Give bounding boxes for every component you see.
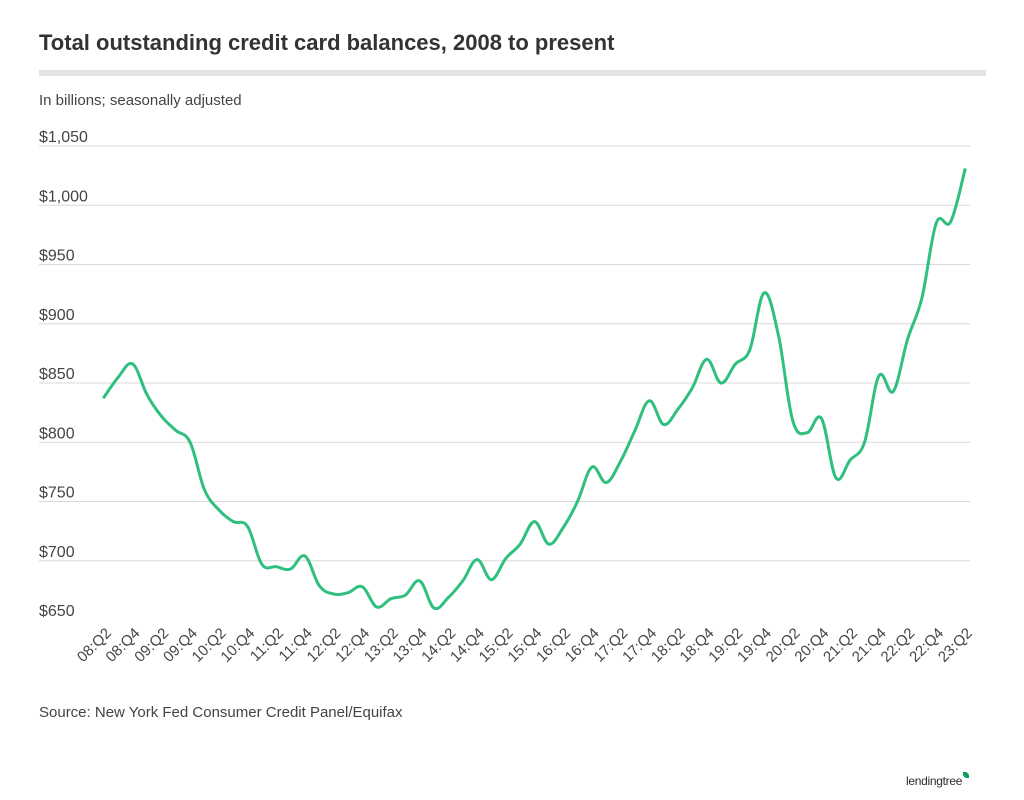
data-point	[360, 585, 364, 589]
data-point	[604, 481, 608, 484]
data-point	[332, 592, 335, 596]
data-point	[274, 565, 278, 569]
data-point	[504, 556, 508, 560]
data-point	[289, 567, 292, 571]
y-tick-label: $850	[39, 366, 75, 383]
series-line	[102, 168, 967, 611]
data-point	[102, 395, 106, 399]
series-group	[102, 168, 967, 611]
data-point	[734, 362, 737, 366]
data-point	[547, 542, 551, 546]
data-point	[576, 500, 579, 503]
title-divider	[39, 70, 986, 76]
data-point	[203, 488, 206, 492]
data-point	[131, 362, 135, 366]
lendingtree-logo: lendingtree	[906, 772, 970, 788]
data-point	[432, 606, 436, 610]
data-point	[260, 562, 264, 566]
data-point	[820, 417, 823, 420]
y-tick-label: $1,050	[39, 129, 88, 146]
data-point	[303, 554, 307, 558]
data-point	[690, 386, 694, 390]
y-axis-ticks: $650 $700 $750 $800 $850 $900 $950 $1,000 $1,050	[39, 129, 88, 620]
y-tick-label: $800	[39, 425, 75, 442]
data-point	[116, 375, 120, 379]
data-point	[748, 348, 752, 352]
data-point	[174, 429, 178, 432]
data-point	[777, 334, 780, 337]
gridlines	[39, 145, 970, 562]
data-point	[834, 476, 838, 480]
data-point	[490, 578, 493, 582]
line-chart: $650 $700 $750 $800 $850 $900 $950 $1,000 $1,050…	[39, 129, 976, 666]
chart-subtitle: In billions; seasonally adjusted	[39, 92, 242, 109]
data-point	[533, 520, 536, 524]
data-point	[418, 579, 422, 583]
data-point	[461, 579, 465, 583]
y-tick-label: $750	[39, 485, 75, 502]
data-point	[246, 524, 249, 528]
data-point	[906, 337, 909, 341]
data-point	[920, 296, 924, 300]
data-point	[346, 591, 350, 595]
data-point	[188, 440, 192, 444]
data-point	[805, 431, 809, 435]
data-point	[891, 389, 895, 393]
data-point	[518, 542, 522, 546]
data-point	[447, 596, 450, 599]
data-point	[662, 423, 666, 426]
data-point	[719, 381, 723, 385]
data-point	[705, 357, 709, 361]
leaf-icon	[963, 772, 970, 778]
data-point	[863, 440, 866, 444]
data-point	[475, 558, 479, 561]
y-tick-label: $1,000	[39, 188, 88, 205]
data-point	[389, 597, 393, 601]
data-point	[647, 399, 651, 403]
data-point	[217, 508, 221, 512]
y-tick-label: $700	[39, 544, 75, 561]
data-point	[676, 407, 680, 411]
data-point	[949, 220, 953, 224]
data-point	[877, 374, 881, 378]
data-point	[934, 221, 938, 225]
y-tick-label: $950	[39, 248, 75, 265]
data-point	[403, 593, 407, 597]
y-tick-label: $900	[39, 307, 75, 324]
data-point	[561, 526, 565, 529]
data-point	[963, 168, 967, 172]
data-point	[848, 458, 852, 462]
data-point	[375, 605, 379, 609]
data-point	[619, 459, 622, 463]
data-point	[145, 393, 149, 397]
chart-title: Total outstanding credit card balances, …	[39, 30, 615, 55]
data-point	[762, 291, 766, 295]
data-point	[317, 584, 321, 588]
data-point	[633, 429, 637, 432]
data-point	[231, 520, 235, 524]
data-point	[791, 419, 795, 423]
x-axis-ticks: 08:Q208:Q409:Q209:Q410:Q210:Q411:Q211:Q4…	[74, 625, 976, 666]
logo-text: lendingtree	[906, 774, 963, 788]
y-tick-label: $650	[39, 603, 75, 620]
source-note: Source: New York Fed Consumer Credit Pan…	[39, 704, 403, 721]
data-point	[590, 465, 594, 469]
data-point	[160, 414, 163, 418]
